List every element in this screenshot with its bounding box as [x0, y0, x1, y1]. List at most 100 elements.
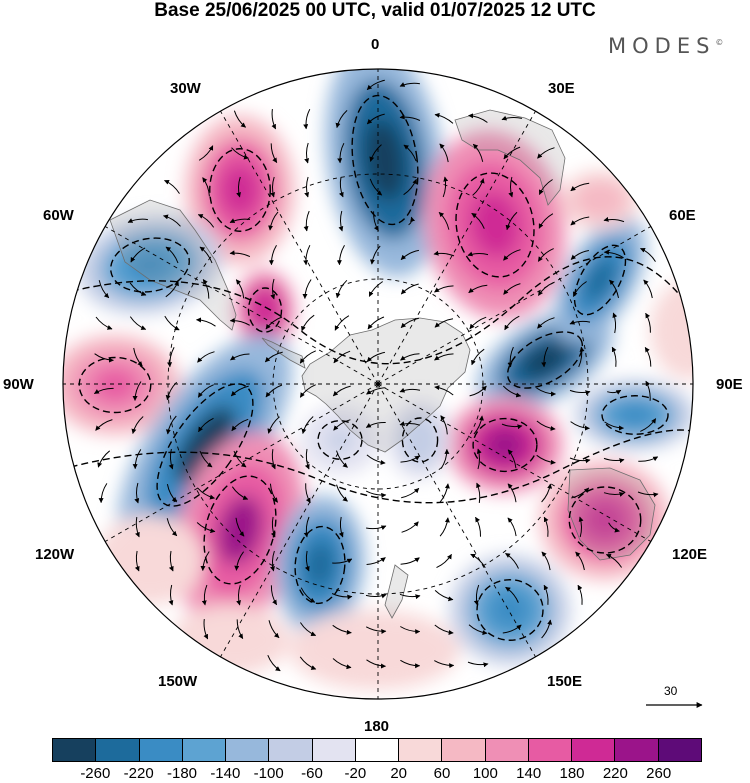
map-title: Base 25/06/2025 00 UTC, valid 01/07/2025… — [154, 0, 596, 21]
wind-arrow — [302, 279, 312, 299]
colorbar-tick-label: 260 — [646, 765, 672, 782]
contour-loop — [78, 356, 152, 414]
wind-arrow — [335, 279, 348, 299]
contour-loop — [568, 486, 642, 554]
wind-arrow — [168, 448, 174, 470]
wind-arrow — [536, 387, 556, 397]
wind-arrow — [166, 518, 178, 537]
wind-arrow — [338, 516, 344, 538]
wind-arrow — [131, 416, 144, 434]
wind-arrow — [572, 281, 587, 297]
colorbar-box-12 — [572, 739, 616, 761]
wind-arrow — [373, 211, 379, 232]
wind-arrow — [503, 283, 521, 295]
lon-label-60w: 60W — [43, 207, 74, 224]
colorbar-tick-label: -220 — [123, 765, 154, 782]
colorbar-tick-label: -100 — [253, 765, 284, 782]
wind-arrow — [236, 584, 241, 606]
wind-arrow — [334, 315, 350, 331]
lon-label-0: 0 — [371, 36, 380, 53]
wind-arrow — [98, 280, 110, 299]
wind-arrow — [536, 420, 556, 431]
wind-arrow — [231, 486, 249, 500]
wind-arrow — [235, 517, 245, 537]
wind-arrow — [541, 619, 553, 639]
lon-label-150w: 150W — [158, 673, 198, 690]
wind-arrow — [332, 658, 352, 670]
wind-arrow — [271, 109, 277, 130]
wind-arrow — [95, 316, 113, 330]
wind-arrow — [503, 249, 521, 261]
wind-arrow — [94, 353, 114, 363]
wind-arrow — [400, 626, 421, 635]
colorbar — [52, 738, 702, 762]
wind-arrow — [400, 659, 421, 669]
wind-arrow — [538, 179, 553, 195]
wind-arrow — [399, 82, 420, 87]
wind-arrow — [366, 387, 386, 395]
contour-loop — [203, 475, 277, 585]
wind-arrow — [333, 350, 351, 364]
wind-arrow — [236, 619, 244, 640]
antarctica-outline — [301, 317, 471, 453]
wind-arrow — [267, 655, 281, 672]
wind-arrow — [304, 550, 310, 572]
wind-arrow — [468, 624, 488, 636]
wind-arrow — [640, 247, 656, 262]
contour-loop — [351, 94, 419, 226]
wind-arrow — [199, 450, 213, 468]
wind-arrow — [336, 245, 345, 266]
colorbar-tick-label: 20 — [390, 765, 407, 782]
wind-arrow — [440, 415, 448, 435]
anomaly-shade — [220, 163, 260, 217]
wind-arrow — [367, 316, 385, 330]
wind-arrow — [265, 316, 283, 330]
wind-arrow — [537, 147, 555, 159]
wind-arrow — [507, 346, 514, 368]
contour-lines — [63, 94, 693, 641]
wind-arrow — [335, 110, 348, 129]
wind-arrow — [612, 312, 618, 334]
contour-loop — [573, 244, 627, 316]
wind-arrow — [537, 317, 555, 329]
wind-arrow — [270, 176, 276, 198]
brand-logo: MODES© — [608, 34, 723, 58]
wind-arrow — [338, 177, 344, 198]
wind-arrow — [301, 416, 314, 434]
wind-arrow — [230, 353, 250, 361]
wind-arrow — [541, 551, 551, 571]
wind-arrow — [507, 483, 517, 503]
wind-arrow — [578, 346, 585, 368]
colorbar-box-7 — [355, 739, 400, 761]
colorbar-box-1 — [96, 739, 140, 761]
wind-arrow — [132, 381, 142, 401]
wind-arrow — [366, 113, 385, 125]
wind-arrow — [537, 282, 554, 296]
wind-arrow — [366, 557, 386, 565]
wind-arrow — [231, 147, 249, 160]
wind-arrow — [403, 178, 417, 196]
wind-arrow — [270, 143, 278, 164]
wind-arrow — [365, 593, 387, 599]
wind-arrow — [268, 245, 277, 266]
wind-arrow — [399, 114, 421, 121]
wind-arrow — [577, 584, 583, 605]
colorbar-box-11 — [528, 739, 573, 761]
wind-arrow — [537, 248, 554, 262]
contour-loop — [506, 331, 584, 389]
wind-arrow — [508, 176, 514, 198]
wind-arrow — [130, 247, 146, 263]
colorbar-tick-label: 220 — [602, 765, 628, 782]
wind-arrow — [570, 250, 589, 260]
wind-arrow — [268, 620, 280, 639]
vector-reference-label: 30 — [664, 684, 678, 698]
colorbar-box-10 — [485, 739, 529, 761]
wind-arrow — [400, 455, 420, 463]
map-border — [62, 68, 694, 700]
wind-arrow — [134, 550, 140, 572]
wind-arrow — [605, 554, 623, 568]
wind-vectors — [93, 79, 659, 672]
wind-arrow — [199, 246, 213, 264]
wind-arrow — [569, 457, 591, 464]
wind-arrow — [399, 593, 421, 600]
